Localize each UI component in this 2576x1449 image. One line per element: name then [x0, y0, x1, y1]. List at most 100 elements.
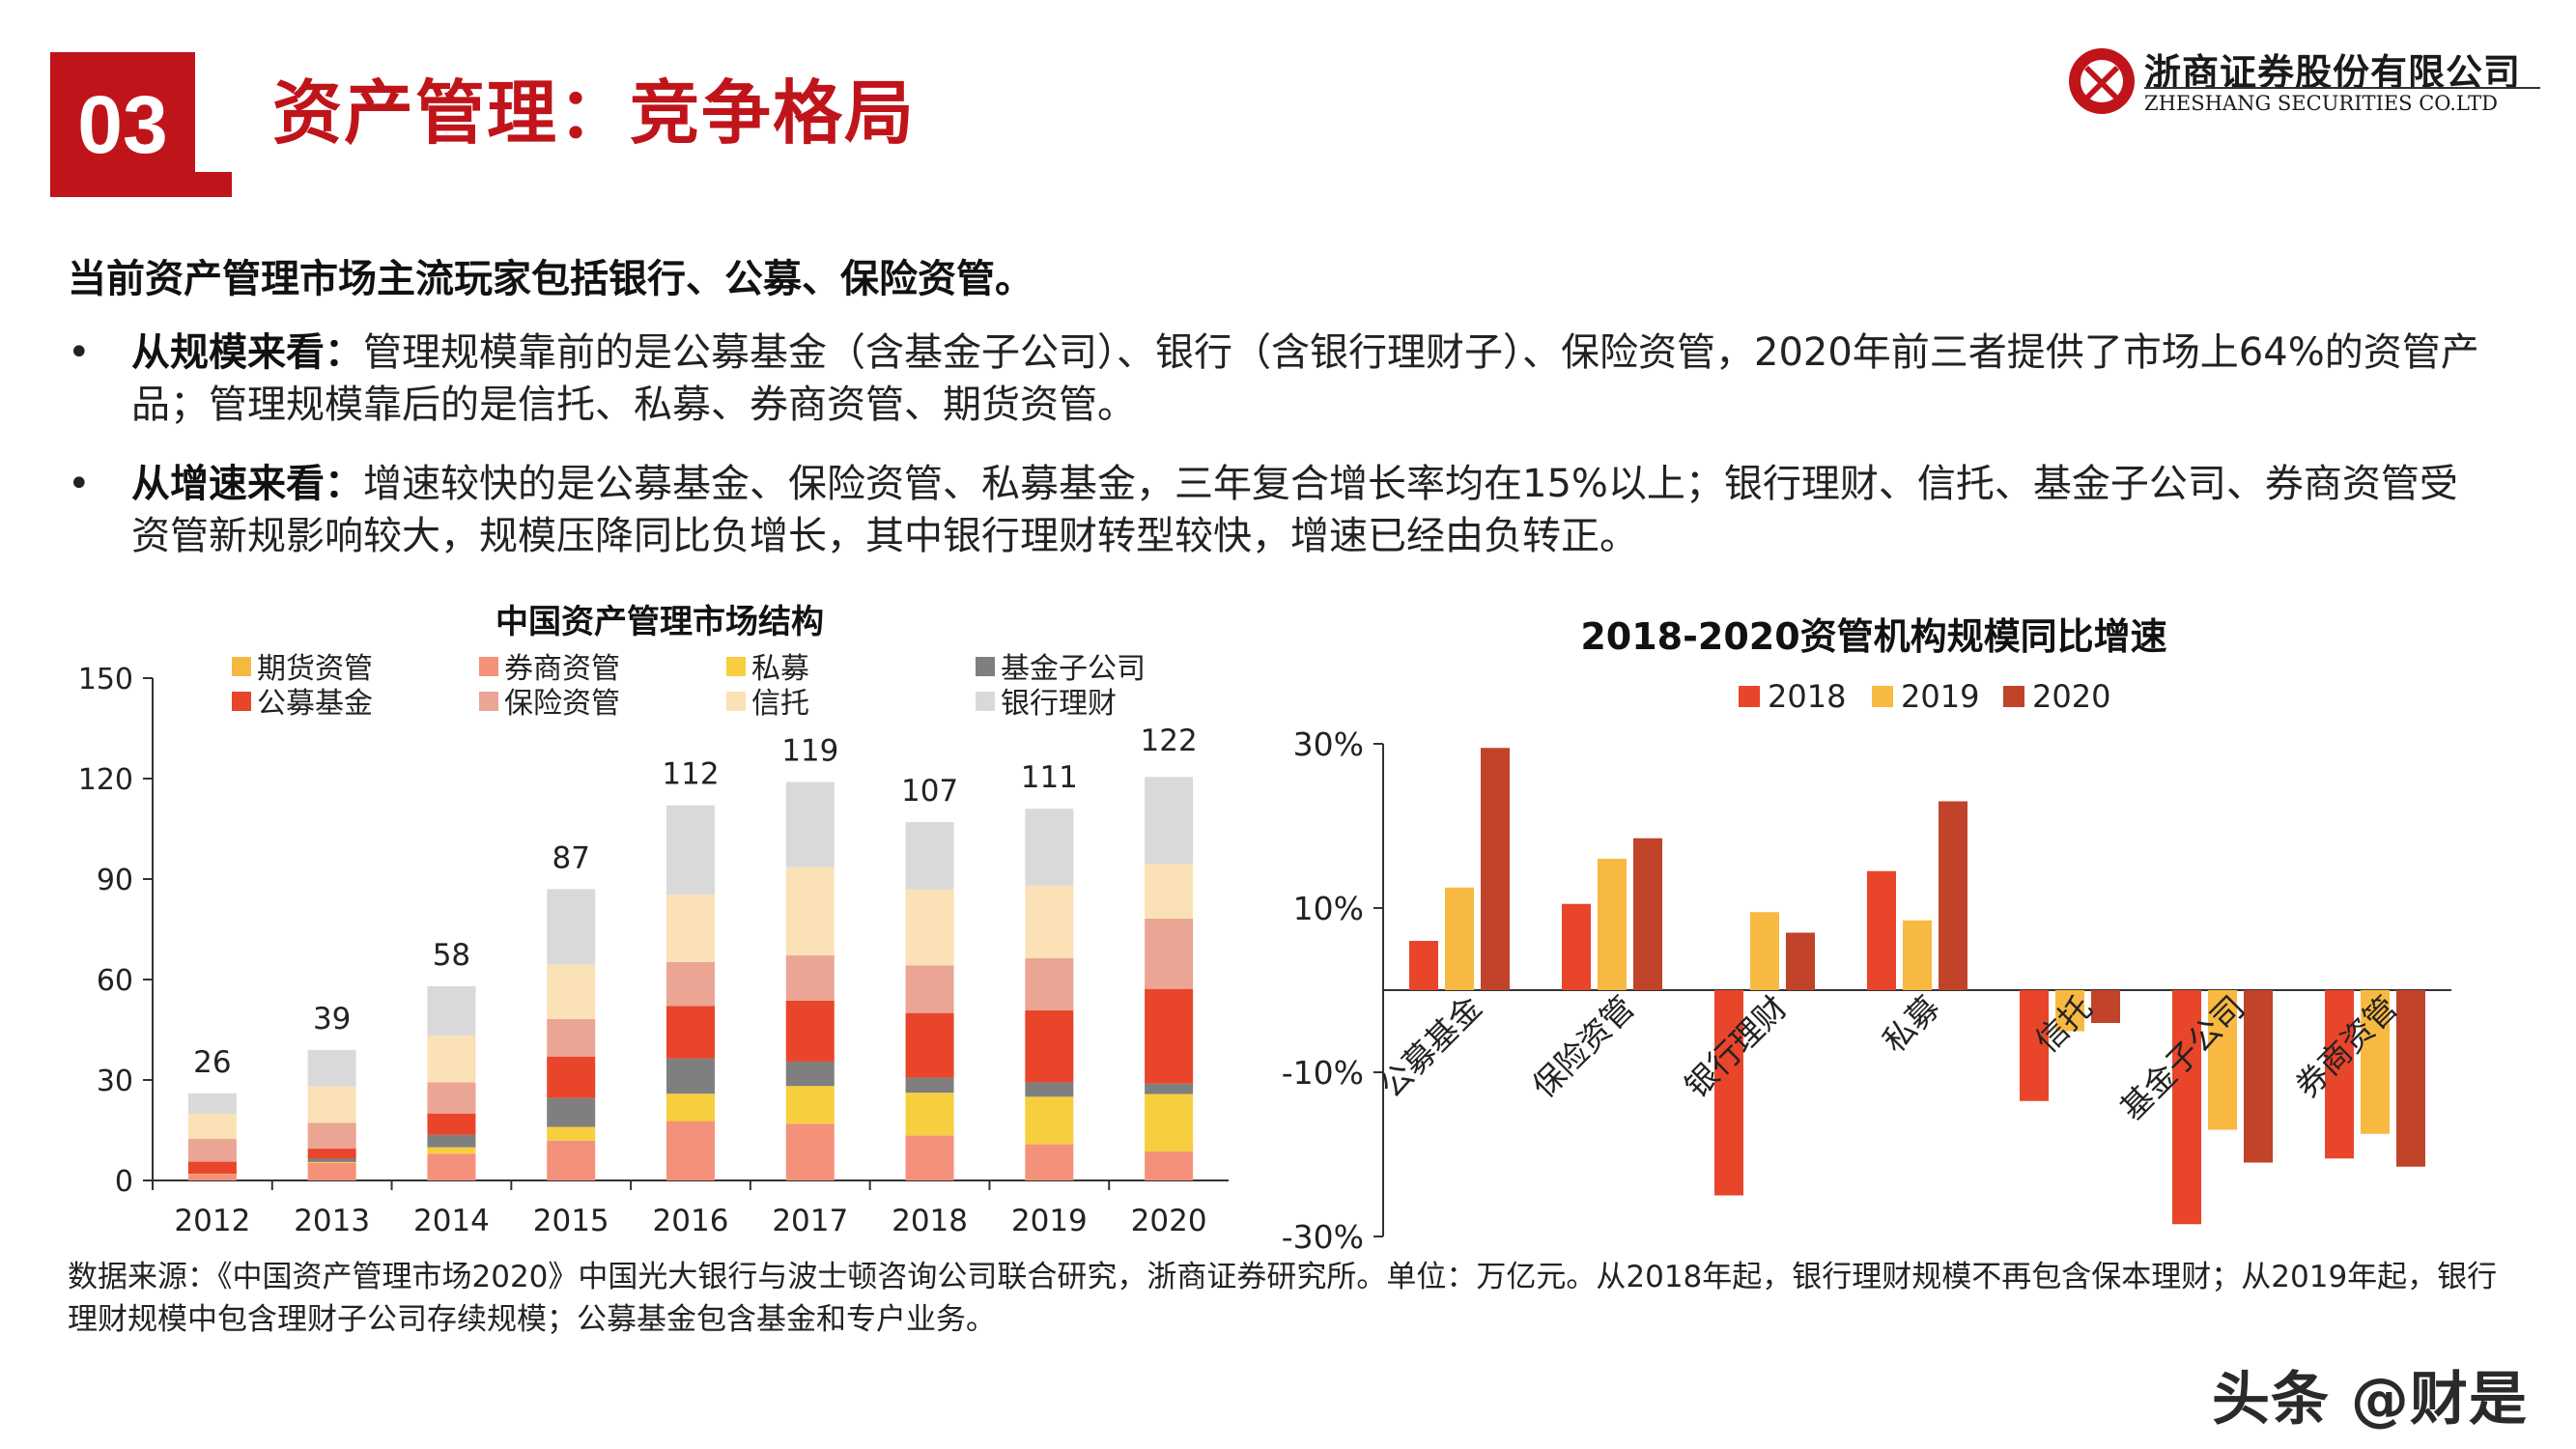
bar-segment	[1145, 918, 1194, 989]
section-number: 03	[77, 79, 168, 170]
logo-divider	[2144, 87, 2540, 89]
bar-segment	[1145, 864, 1194, 919]
growth-bar	[1903, 920, 1932, 990]
bar-segment	[785, 1086, 835, 1123]
growth-bar	[1598, 859, 1627, 990]
total-label: 119	[781, 733, 838, 768]
y-tick-label: 30	[97, 1065, 133, 1098]
x-category-label: 公募基金	[1373, 988, 1489, 1105]
bar-segment	[1145, 777, 1194, 865]
x-tick-label: 2013	[294, 1204, 370, 1238]
zheshang-logo-icon	[2069, 48, 2135, 114]
bar-segment	[427, 1113, 476, 1135]
growth-bar	[1939, 801, 1967, 990]
bar-segment	[1145, 988, 1194, 1084]
legend-label: 基金子公司	[1001, 652, 1146, 686]
bullet-text: 增速较快的是公募基金、保险资管、私募基金，三年复合增长率均在15%以上；银行理财…	[131, 462, 2458, 558]
bar-segment	[785, 1122, 835, 1124]
bar-segment	[427, 1147, 476, 1153]
total-label: 112	[662, 757, 719, 792]
company-name-cn: 浙商证券股份有限公司	[2144, 51, 2522, 94]
growth-bar	[2020, 990, 2049, 1101]
growth-bar	[1562, 903, 1591, 990]
legend-swatch	[976, 692, 995, 711]
chart-title: 2018-2020资管机构规模同比增速	[1580, 615, 2166, 658]
bar-segment	[427, 1153, 476, 1180]
y-tick-label: 10%	[1293, 890, 1364, 927]
x-tick-label: 2019	[1011, 1204, 1088, 1238]
section-tab-decoration	[195, 172, 232, 197]
bar-segment	[1025, 885, 1074, 958]
bar-segment	[1025, 809, 1074, 886]
x-tick-label: 2017	[772, 1204, 848, 1238]
legend-swatch	[479, 692, 498, 711]
bar-segment	[547, 1126, 596, 1141]
bar-segment	[547, 1140, 596, 1180]
bar-segment	[905, 1093, 954, 1136]
growth-bar	[2325, 990, 2354, 1159]
legend-swatch	[1872, 686, 1893, 707]
page-title: 资产管理：竞争格局	[272, 72, 917, 154]
bar-segment	[1025, 1144, 1074, 1180]
legend-label: 券商资管	[504, 652, 620, 686]
source-note: 数据来源：《中国资产管理市场2020》中国光大银行与波士顿咨询公司联合研究，浙商…	[68, 1260, 2498, 1337]
legend-swatch	[726, 657, 746, 676]
legend-label: 保险资管	[504, 687, 620, 721]
growth-bar	[1409, 941, 1438, 990]
growth-bar	[2208, 990, 2237, 1130]
bar-segment	[307, 1162, 356, 1180]
y-tick-label: 120	[78, 763, 133, 797]
growth-bar	[2361, 990, 2390, 1134]
x-tick-label: 2020	[1131, 1204, 1207, 1238]
bullet-label: 从规模来看：	[131, 330, 363, 375]
bullet-label: 从增速来看：	[131, 462, 363, 506]
bar-segment	[785, 1123, 835, 1180]
legend-label: 银行理财	[1001, 687, 1117, 721]
bar-segment	[666, 1120, 715, 1122]
bar-segment	[427, 1082, 476, 1114]
x-tick-label: 2016	[653, 1204, 729, 1238]
yoy-growth-chart: 2018-2020资管机构规模同比增速 2018 2019 2020 -30% -10…	[1282, 615, 2451, 1256]
legend-swatch	[232, 657, 251, 676]
bar-segment	[1145, 1151, 1194, 1180]
legend-swatch	[726, 692, 746, 711]
bar-segment	[1025, 1009, 1074, 1083]
legend-swatch	[232, 692, 251, 711]
growth-bar	[1786, 932, 1815, 990]
total-label: 26	[193, 1045, 231, 1080]
lead-sentence: 当前资产管理市场主流玩家包括银行、公募、保险资管。	[68, 257, 1033, 301]
bar-segment	[307, 1158, 356, 1162]
total-label: 39	[313, 1002, 351, 1037]
bullet-dot: •	[68, 462, 91, 506]
bar-segment	[905, 1012, 954, 1078]
legend-swatch	[479, 657, 498, 676]
bar-segment	[547, 1056, 596, 1098]
watermark: 头条 @财是	[2212, 1366, 2528, 1434]
bar-segment	[427, 1134, 476, 1148]
bar-segment	[785, 1061, 835, 1087]
legend-label: 2019	[1901, 678, 1979, 715]
total-label: 122	[1141, 724, 1198, 758]
bar-segment	[307, 1086, 356, 1123]
y-tick-label: -10%	[1282, 1054, 1364, 1092]
bar-segment	[427, 1035, 476, 1083]
bar-segment	[187, 1139, 237, 1162]
total-label: 107	[901, 774, 958, 809]
bullet-text: 管理规模靠前的是公募基金（含基金子公司）、银行（含银行理财子）、保险资管，202…	[131, 330, 2479, 427]
legend-label: 2020	[2032, 678, 2110, 715]
bar-segment	[905, 889, 954, 966]
bar-segment	[666, 1058, 715, 1094]
bar-segment	[785, 867, 835, 956]
bar-segment	[905, 822, 954, 890]
growth-bar	[2396, 990, 2425, 1167]
bar-segment	[547, 889, 596, 965]
bar-segment	[307, 1149, 356, 1159]
y-tick-label: -30%	[1282, 1218, 1364, 1256]
bullet-dot: •	[68, 330, 91, 375]
legend-swatch	[2003, 686, 2024, 707]
bar-segment	[187, 1161, 237, 1175]
bar-segment	[547, 1018, 596, 1057]
legend-label: 2018	[1768, 678, 1846, 715]
bar-segment	[1025, 957, 1074, 1010]
